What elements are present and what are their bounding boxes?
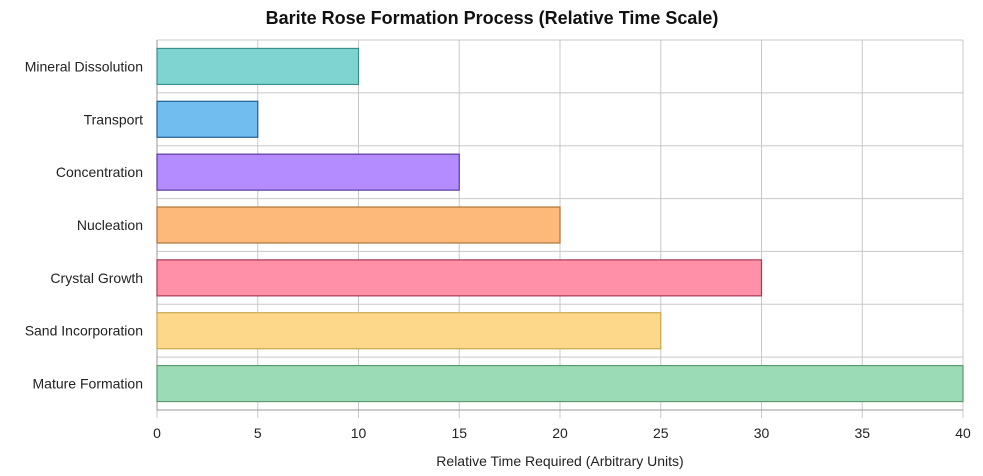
category-label: Nucleation (77, 217, 143, 233)
category-label: Mineral Dissolution (25, 58, 143, 74)
x-tick-label: 15 (451, 425, 467, 441)
bar (156, 312, 662, 350)
category-label: Mature Formation (33, 376, 143, 392)
category-label: Transport (84, 111, 144, 127)
x-tick-label: 30 (754, 425, 770, 441)
bar (156, 259, 763, 297)
x-tick-label: 10 (351, 425, 367, 441)
chart-title: Barite Rose Formation Process (Relative … (266, 8, 719, 28)
x-tick-label: 5 (254, 425, 262, 441)
x-axis-label: Relative Time Required (Arbitrary Units) (436, 453, 683, 469)
category-label: Crystal Growth (50, 270, 143, 286)
category-label: Sand Incorporation (25, 323, 143, 339)
x-tick-labels: 0 5 10 15 20 25 30 35 40 (153, 425, 971, 441)
x-tick-label: 20 (552, 425, 568, 441)
bar (156, 153, 460, 191)
x-tick-label: 35 (854, 425, 870, 441)
bar (156, 364, 964, 403)
category-label: Concentration (56, 164, 143, 180)
x-tick-label: 40 (955, 425, 971, 441)
bar (156, 206, 561, 244)
x-tick-label: 0 (153, 425, 161, 441)
bar (156, 47, 360, 86)
bars (156, 47, 964, 403)
x-tick-label: 25 (653, 425, 669, 441)
bar (156, 100, 259, 138)
category-labels: Mineral Dissolution Transport Concentratio… (25, 58, 143, 391)
